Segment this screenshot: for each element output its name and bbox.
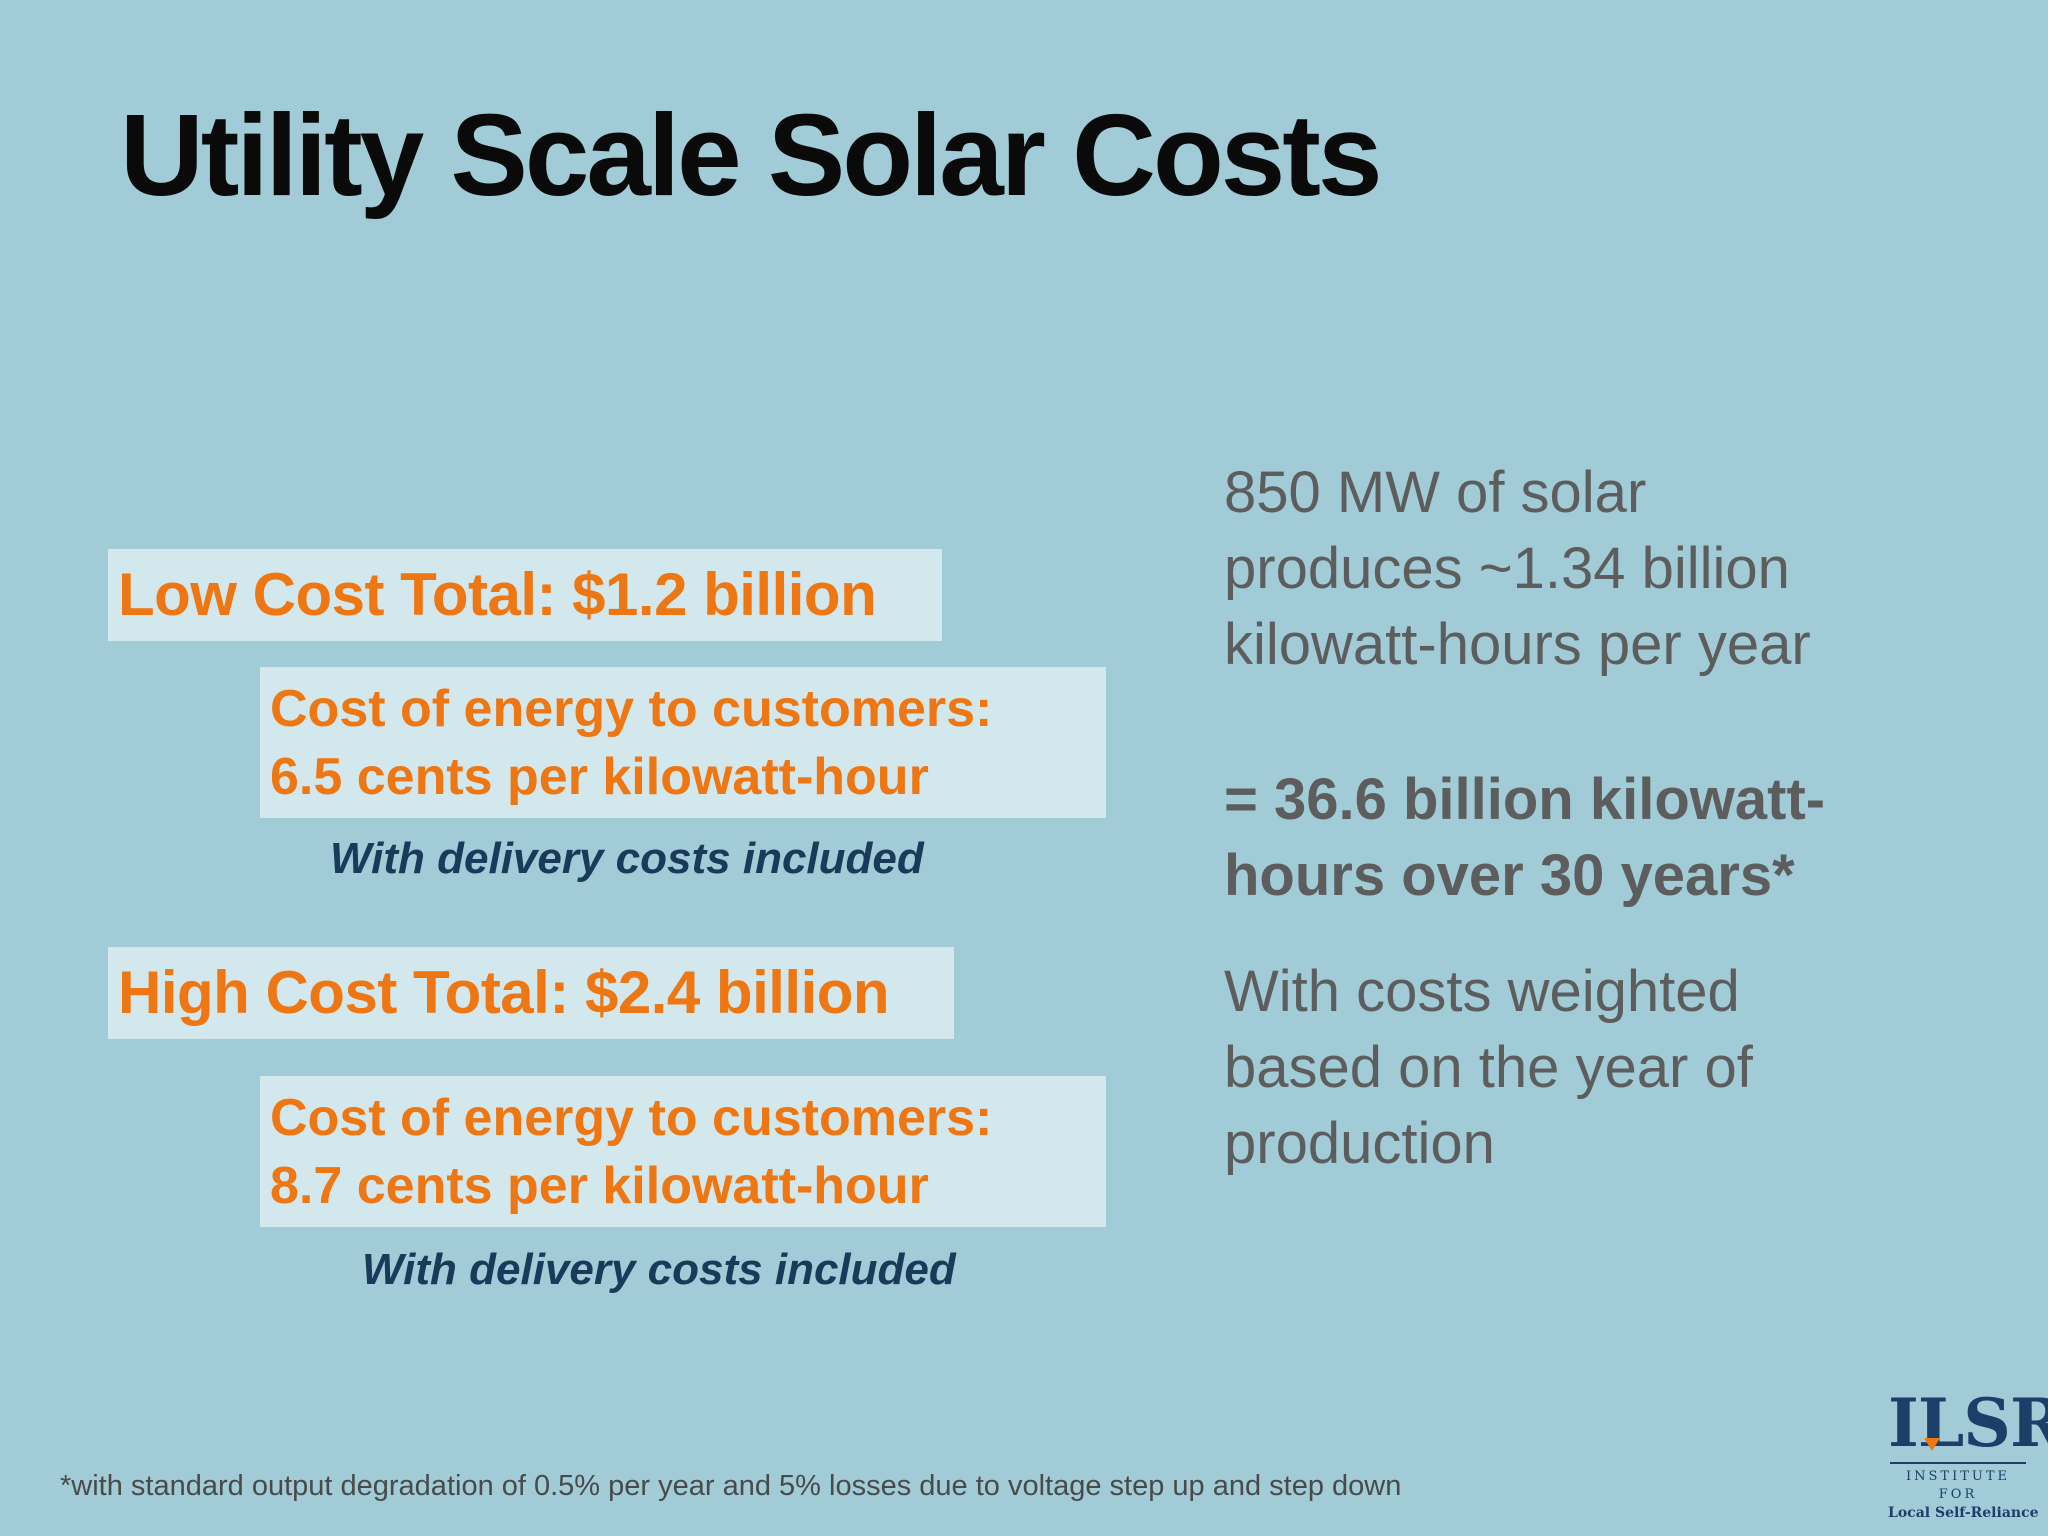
- production-line: produces ~1.34 billion: [1224, 536, 1790, 601]
- ilsr-logo: ILSR INSTITUTE FOR Local Self-Reliance: [1888, 1384, 2048, 1521]
- low-energy-label: Cost of energy to customers:: [270, 680, 993, 738]
- high-cost-energy-box: Cost of energy to customers: 8.7 cents p…: [260, 1076, 1106, 1227]
- low-cost-total: Low Cost Total: $1.2 billion: [108, 549, 942, 641]
- logo-divider: [1890, 1462, 2026, 1464]
- logo-triangle-icon: [1924, 1438, 1940, 1451]
- weighted-line: production: [1224, 1111, 1495, 1176]
- low-cost-energy-box: Cost of energy to customers: 6.5 cents p…: [260, 667, 1106, 818]
- low-energy-value: 6.5 cents per kilowatt-hour: [270, 748, 929, 806]
- footnote: *with standard output degradation of 0.5…: [60, 1470, 1402, 1502]
- production-line: kilowatt-hours per year: [1224, 612, 1811, 677]
- production-line: 850 MW of solar: [1224, 460, 1647, 525]
- production-text: 850 MW of solar produces ~1.34 billion k…: [1224, 455, 1811, 683]
- weighted-costs-text: With costs weighted based on the year of…: [1224, 954, 1753, 1182]
- weighted-line: based on the year of: [1224, 1035, 1753, 1100]
- high-energy-label: Cost of energy to customers:: [270, 1089, 993, 1147]
- slide-title: Utility Scale Solar Costs: [120, 90, 1382, 220]
- logo-mark: ILSR: [1888, 1384, 2048, 1462]
- logo-subtitle: INSTITUTE FOR: [1905, 1469, 2010, 1502]
- lifetime-line: = 36.6 billion kilowatt-: [1224, 767, 1826, 832]
- lifetime-production-text: = 36.6 billion kilowatt- hours over 30 y…: [1224, 762, 1825, 914]
- lifetime-line: hours over 30 years*: [1224, 843, 1795, 908]
- high-energy-value: 8.7 cents per kilowatt-hour: [270, 1157, 929, 1215]
- logo-organization-name: Local Self-Reliance: [1888, 1505, 2039, 1521]
- low-delivery-note: With delivery costs included: [330, 834, 924, 883]
- high-cost-total: High Cost Total: $2.4 billion: [108, 947, 954, 1039]
- high-delivery-note: With delivery costs included: [362, 1245, 956, 1294]
- weighted-line: With costs weighted: [1224, 959, 1740, 1024]
